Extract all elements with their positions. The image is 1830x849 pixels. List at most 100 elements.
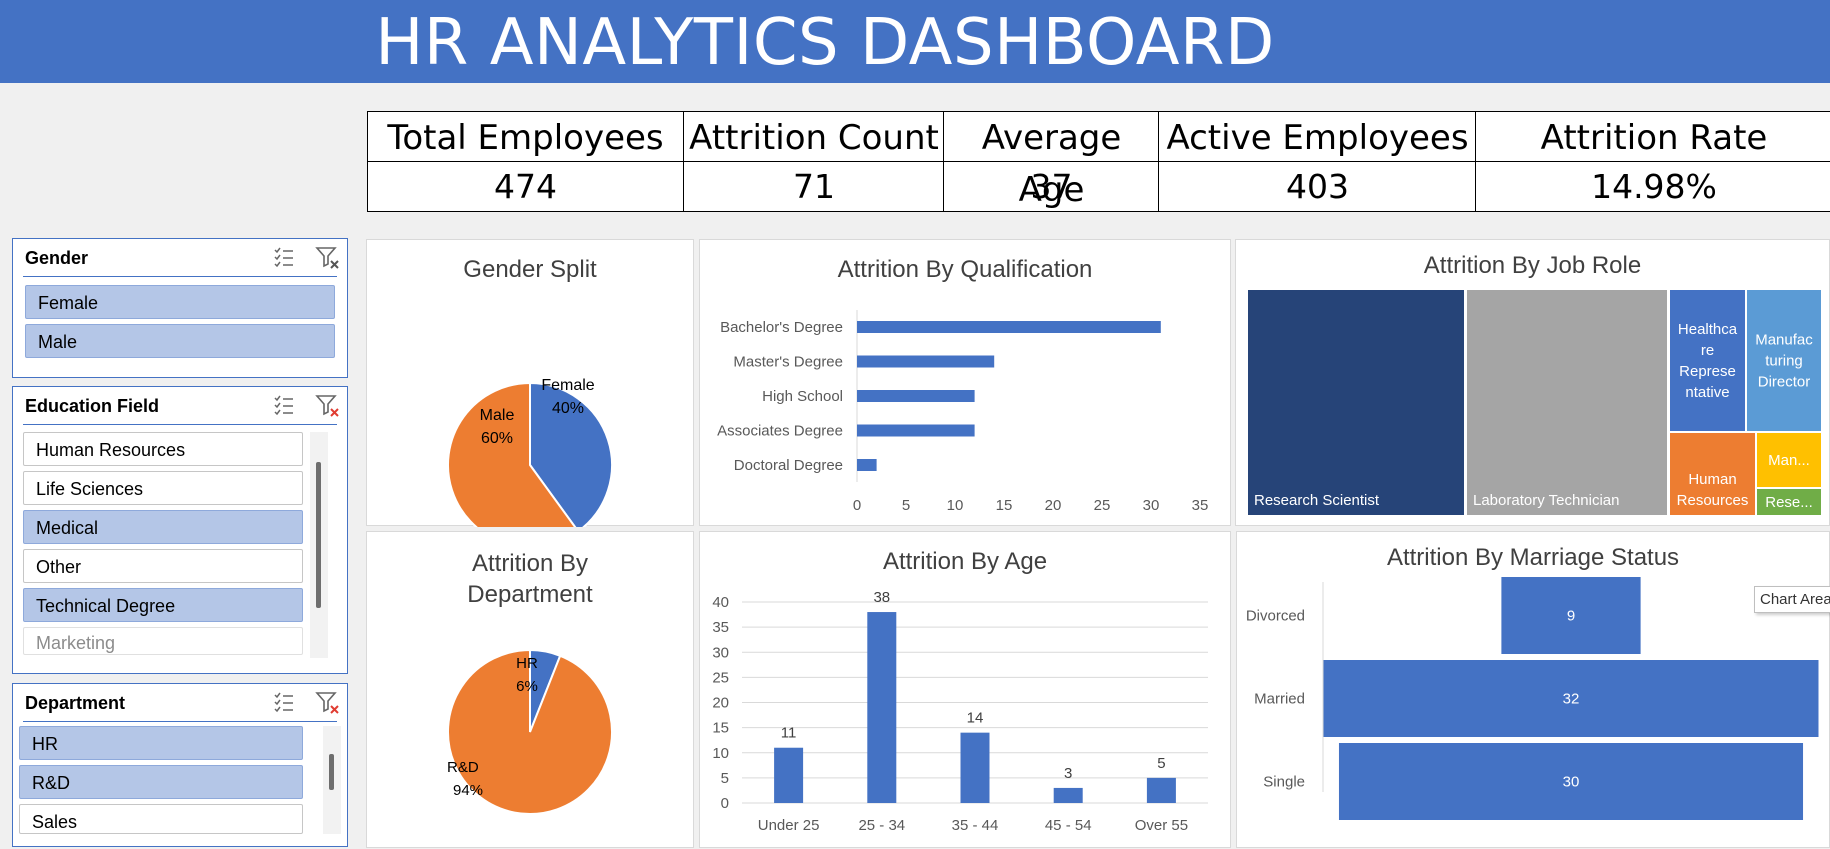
slice-label-value: 6%	[516, 678, 538, 695]
gender-slicer: Gender Female Male	[12, 238, 348, 378]
bar-over-55	[1146, 777, 1176, 803]
slicer-item-sales[interactable]: Sales	[19, 804, 303, 834]
kpi-label: Average Age	[944, 112, 1159, 210]
attrition-by-qualification-chart[interactable]: Attrition By Qualification Bachelor's De…	[699, 239, 1231, 526]
bar-35-44	[960, 732, 990, 803]
slicer-item-technical-degree[interactable]: Technical Degree	[23, 588, 303, 622]
chart-title: Attrition By Age	[882, 548, 1048, 575]
data-label: 32	[1563, 691, 1580, 708]
gender-split-chart[interactable]: Gender Split Female 40% Male 60%	[366, 239, 694, 527]
slicer-scrollbar[interactable]	[310, 432, 328, 658]
scrollbar-thumb[interactable]	[329, 754, 334, 790]
kpi-attrition-rate: Attrition Rate 14.98%	[1475, 112, 1830, 211]
slicer-item-male[interactable]: Male	[25, 324, 335, 358]
attrition-by-department-chart[interactable]: Attrition By Department HR 6% R&D 94%	[366, 531, 694, 848]
chart-title: Gender Split	[463, 256, 597, 283]
kpi-average-age: Average Age 37	[943, 112, 1159, 211]
department-pie-svg: HR 6% R&D 94%	[447, 648, 613, 815]
clear-filter-icon[interactable]	[315, 393, 341, 419]
data-label: 38	[873, 589, 890, 606]
qualification-bar-svg: Bachelor's Degree Master's Degree High Sch…	[717, 310, 1208, 514]
x-tick-label: 15	[996, 497, 1013, 514]
multi-select-icon[interactable]	[273, 246, 295, 268]
kpi-table: Total Employees 474 Attrition Count 71 A…	[367, 111, 1830, 212]
x-tick-label: 25	[1094, 497, 1111, 514]
treemap-tile-human-resources	[1670, 433, 1755, 515]
attrition-by-age-chart[interactable]: Attrition By Age 0 5 10 15 20 25 30 35 40 11 Under…	[699, 531, 1231, 848]
slicer-item-human-resources[interactable]: Human Resources	[23, 432, 303, 466]
chart-title: Attrition By Qualification	[837, 256, 1093, 283]
slicer-item-medical[interactable]: Medical	[23, 510, 303, 544]
category-label-married: Married	[1254, 691, 1305, 708]
treemap-tile-healthca-re-represe-ntative	[1670, 290, 1745, 431]
x-tick-label: 20	[1045, 497, 1062, 514]
slicer-header: Department	[23, 684, 339, 722]
x-tick-label-under-25: Under 25	[758, 817, 820, 834]
y-tick-label: 25	[712, 669, 729, 686]
y-tick-label: 10	[712, 745, 729, 762]
treemap-label: Healthca	[1678, 321, 1738, 338]
kpi-active-employees: Active Employees 403	[1158, 112, 1476, 211]
bar-master-s-degree	[857, 355, 995, 368]
gender-pie-svg: Female 40% Male 60%	[447, 377, 613, 527]
clear-filter-icon[interactable]	[315, 245, 341, 271]
slice-label-name: Male	[480, 407, 515, 424]
clear-filter-icon[interactable]	[315, 690, 341, 716]
bar-high-school	[857, 390, 975, 402]
data-label: 14	[967, 710, 984, 727]
y-tick-label: 35	[712, 619, 729, 636]
treemap-label: Represe	[1679, 363, 1736, 380]
slicer-item-marketing[interactable]: Marketing	[23, 627, 303, 655]
slicer-title: Department	[25, 693, 126, 713]
kpi-attrition-count: Attrition Count 71	[683, 112, 944, 211]
kpi-value: 14.98%	[1591, 167, 1717, 206]
treemap-label: Human	[1688, 471, 1736, 488]
category-label-divorced: Divorced	[1246, 608, 1305, 625]
x-tick-label: 10	[947, 497, 964, 514]
chart-area-tooltip: Chart Area	[1754, 586, 1830, 613]
treemap-tile-laboratory-technician	[1467, 290, 1667, 515]
attrition-by-marriage-status-chart[interactable]: Attrition By Marriage Status Divorced 9 Ma…	[1236, 531, 1830, 848]
slice-label-value: 94%	[453, 782, 483, 799]
slicer-title: Education Field	[25, 396, 160, 416]
slicer-item-female[interactable]: Female	[25, 285, 335, 319]
kpi-value: 403	[1286, 167, 1349, 206]
category-label-bachelor-s-degree: Bachelor's Degree	[720, 319, 843, 336]
category-label-single: Single	[1263, 774, 1305, 791]
slicer-item-rd[interactable]: R&D	[19, 765, 303, 799]
category-label-master-s-degree: Master's Degree	[733, 354, 843, 371]
multi-select-icon[interactable]	[273, 394, 295, 416]
bar-doctoral-degree	[857, 459, 877, 471]
education-field-slicer: Education Field Human Resources Life Sci…	[12, 386, 348, 674]
slicer-header: Education Field	[23, 387, 339, 425]
dashboard-header: HR ANALYTICS DASHBOARD	[0, 0, 1830, 83]
y-tick-label: 40	[712, 594, 729, 611]
bar-married	[1323, 660, 1819, 737]
x-tick-label-25-34: 25 - 34	[858, 817, 905, 834]
slicer-item-life-sciences[interactable]: Life Sciences	[23, 471, 303, 505]
treemap-label: re	[1701, 342, 1714, 359]
attrition-by-job-role-chart[interactable]: Attrition By Job Role Research Scientist…	[1235, 239, 1830, 526]
multi-select-icon[interactable]	[273, 691, 295, 713]
treemap-tile-research-scientist	[1248, 290, 1464, 515]
treemap-label: Research Scientist	[1254, 492, 1380, 509]
category-label-doctoral-degree: Doctoral Degree	[734, 457, 843, 474]
pie-slice-male	[447, 381, 577, 527]
kpi-total-employees: Total Employees 474	[368, 112, 683, 211]
kpi-label: Total Employees	[368, 112, 683, 162]
data-label: 11	[781, 725, 797, 742]
scrollbar-thumb[interactable]	[316, 462, 321, 608]
slicer-item-hr[interactable]: HR	[19, 726, 303, 760]
x-tick-label-over-55: Over 55	[1135, 817, 1188, 834]
slice-label-value: 60%	[481, 430, 513, 447]
chart-title: Attrition By Marriage Status	[1386, 544, 1680, 571]
treemap-label: Manufac	[1755, 332, 1813, 349]
data-label: 3	[1064, 765, 1072, 782]
marriage-bar-svg: Divorced 9 Married 32 Single 30	[1246, 577, 1819, 820]
department-slicer: Department HR R&D Sales	[12, 683, 348, 847]
data-label: 30	[1563, 774, 1580, 791]
slicer-scrollbar[interactable]	[323, 726, 341, 834]
slicer-item-other[interactable]: Other	[23, 549, 303, 583]
y-tick-label: 0	[721, 795, 729, 812]
